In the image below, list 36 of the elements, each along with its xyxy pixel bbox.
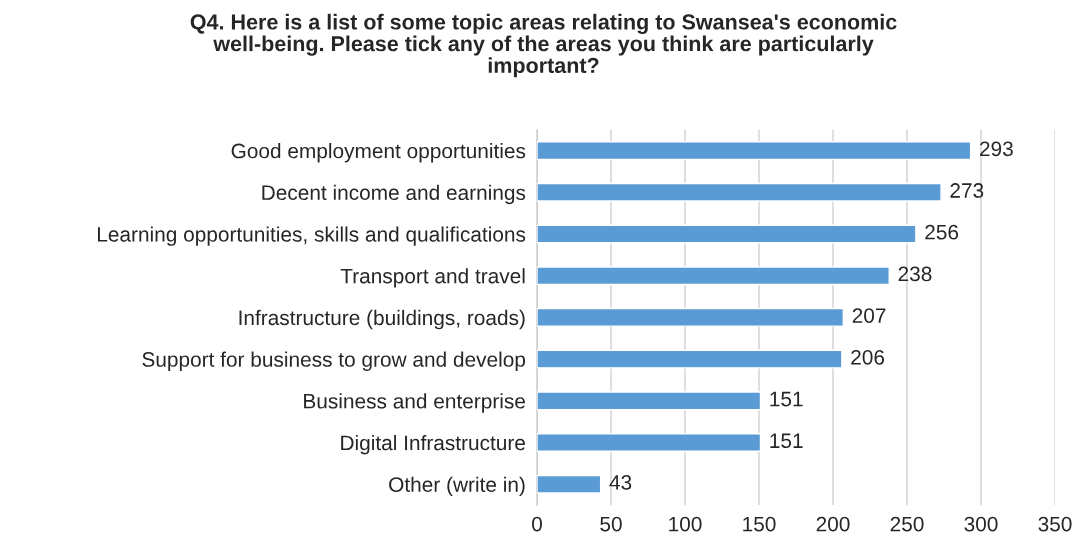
x-tick-label: 200 [816, 516, 850, 532]
y-tick-label: Support for business to grow and develop [142, 351, 526, 371]
data-label: 293 [980, 141, 1013, 157]
data-label: 43 [609, 475, 632, 490]
bar [537, 474, 602, 494]
y-tick-label: Good employment opportunities [231, 143, 526, 163]
x-tick-label: 0 [532, 516, 542, 532]
x-tick-label: 250 [890, 516, 924, 532]
y-tick-label: Digital Infrastructure [341, 434, 525, 455]
chart-title: Q4. Here is a list of some topic areas relating to Swansea's economic well-being. Please tick any of the areas you think are particularly important? [190, 13, 897, 78]
y-tick-label: Business and enterprise [304, 393, 525, 413]
bar [537, 349, 843, 369]
x-tick-label: 150 [743, 516, 776, 532]
x-tick-label: 300 [964, 516, 998, 532]
data-label: 273 [950, 183, 984, 198]
data-label: 151 [770, 433, 803, 449]
data-label: 238 [898, 266, 932, 282]
bar [537, 224, 917, 244]
data-label: 206 [851, 349, 885, 365]
y-tick-label: Learning opportunities, skills and qualifications [97, 226, 526, 246]
y-tick-label: Decent income and earnings [262, 184, 526, 205]
data-label: 256 [925, 224, 959, 240]
data-label: 207 [852, 308, 886, 323]
data-label: 151 [770, 391, 803, 407]
y-tick-label: Other (write in) [389, 476, 525, 497]
bar [537, 141, 972, 161]
bar [537, 391, 762, 411]
bar [537, 433, 762, 452]
x-tick-label: 350 [1038, 516, 1072, 532]
y-tick-label: Transport and travel [340, 268, 525, 288]
bar [537, 307, 845, 327]
x-tick-label: 100 [669, 516, 702, 532]
y-tick-label: Infrastructure (buildings, roads) [239, 309, 525, 330]
bar [537, 266, 890, 286]
x-tick-label: 50 [600, 516, 622, 532]
bar [537, 182, 942, 202]
